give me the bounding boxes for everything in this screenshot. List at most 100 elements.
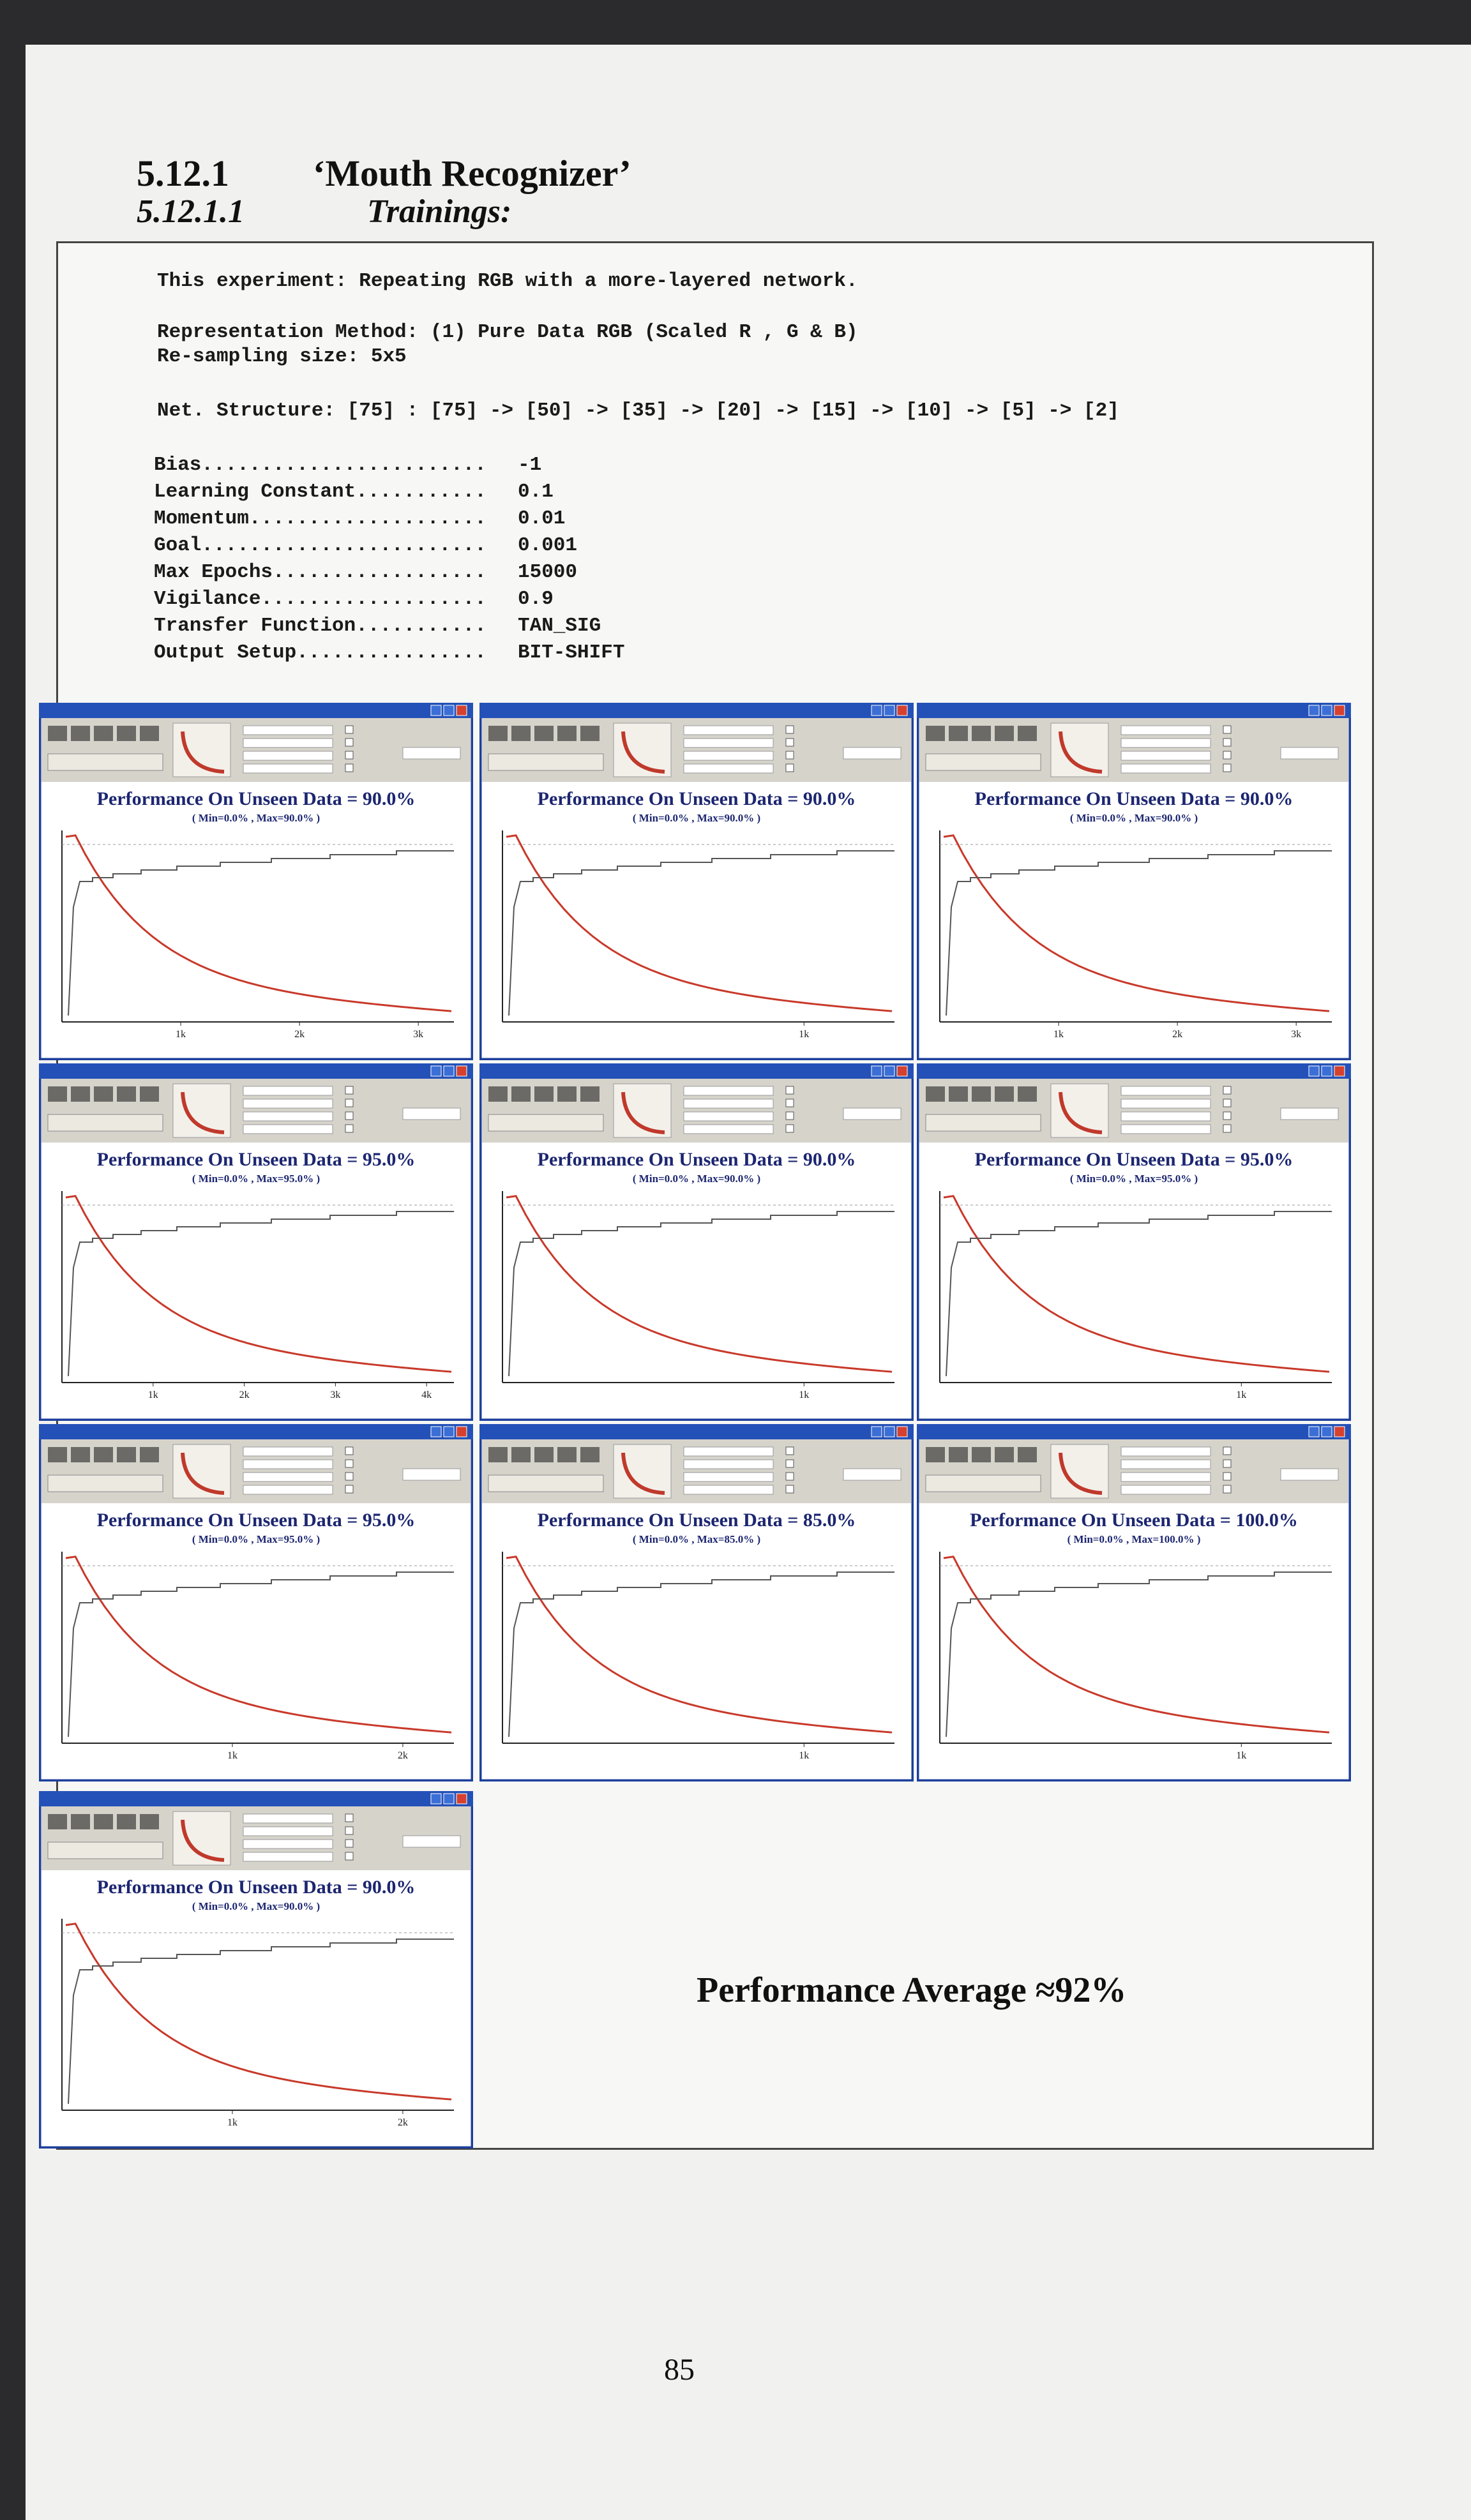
parameter-value: BIT-SHIFT — [518, 641, 625, 664]
title-bar — [917, 1063, 1351, 1079]
toolbar-icon — [71, 726, 90, 741]
plot-range: ( Min=0.0% , Max=95.0% ) — [1070, 1173, 1198, 1185]
window-button — [1321, 1426, 1332, 1437]
logo-curve — [181, 731, 225, 774]
toolbar-icon — [995, 1447, 1014, 1462]
window-button — [1334, 1426, 1345, 1437]
page-number: 85 — [664, 2353, 695, 2387]
toolbar-icon — [511, 1086, 531, 1102]
training-window: Performance On Unseen Data = 95.0% ( Min=… — [39, 1063, 473, 1421]
plot-title: Performance On Unseen Data = 100.0% — [970, 1510, 1298, 1531]
field — [683, 763, 774, 774]
toolbar-icon — [534, 726, 554, 741]
parameter-label: Bias........................ — [154, 454, 487, 476]
toolbar-icon — [926, 1447, 945, 1462]
checkbox — [1223, 751, 1232, 760]
window-button — [1334, 705, 1345, 716]
time-box — [843, 1468, 901, 1481]
toolbar-icon — [972, 1086, 991, 1102]
x-tick-label: 1k — [1236, 1390, 1246, 1400]
checkbox — [345, 1459, 354, 1468]
time-box — [843, 1107, 901, 1120]
toolbar-icon — [48, 1086, 67, 1102]
checkbox — [345, 1826, 354, 1835]
plot-range: ( Min=0.0% , Max=90.0% ) — [1070, 812, 1198, 824]
toolbar-icon — [71, 1086, 90, 1102]
performance-curve — [508, 1571, 894, 1737]
checkbox — [785, 1124, 794, 1133]
checkbox — [785, 1086, 794, 1095]
checkbox — [1223, 1099, 1232, 1107]
time-box — [402, 1835, 461, 1848]
page: 5.12.1 ‘Mouth Recognizer’ 5.12.1.1 Train… — [26, 45, 1471, 2520]
training-window: Performance On Unseen Data = 90.0% ( Min=… — [39, 703, 473, 1060]
field — [1120, 1086, 1211, 1096]
field — [683, 751, 774, 761]
checkbox — [1223, 1459, 1232, 1468]
error-curve — [943, 1195, 1330, 1373]
checkbox — [345, 751, 354, 760]
field — [243, 1485, 333, 1495]
window-button — [1321, 705, 1332, 716]
title-bar — [39, 1063, 473, 1079]
window-button — [871, 1426, 882, 1437]
field — [243, 1472, 333, 1482]
window-button — [1308, 1426, 1320, 1437]
error-curve — [506, 1195, 893, 1373]
x-tick-label: 2k — [398, 2117, 408, 2128]
window-button — [1321, 1065, 1332, 1077]
field — [683, 725, 774, 735]
field — [243, 1124, 333, 1134]
error-curve — [506, 1556, 893, 1734]
x-tick-label: 3k — [1291, 1029, 1301, 1040]
window-button — [443, 705, 455, 716]
content-box: This experiment: Repeating RGB with a mo… — [39, 241, 1374, 2150]
field — [243, 1826, 333, 1836]
x-tick-label: 1k — [1236, 1750, 1246, 1761]
toolbar-icon — [94, 1814, 113, 1829]
window-button — [1334, 1065, 1345, 1077]
logo — [172, 1444, 231, 1499]
parameter-label: Transfer Function........... — [154, 615, 487, 637]
toolbar-icon — [557, 726, 577, 741]
plot-title: Performance On Unseen Data = 90.0% — [97, 1877, 416, 1898]
checkbox — [345, 763, 354, 772]
window-button — [443, 1793, 455, 1804]
logo-curve — [1059, 1091, 1103, 1134]
error-curve — [506, 834, 893, 1012]
toolbar-icon — [140, 1086, 159, 1102]
logo — [1050, 723, 1109, 777]
plot-range: ( Min=0.0% , Max=95.0% ) — [192, 1173, 320, 1185]
logo-curve — [181, 1819, 225, 1862]
parameter-value: 0.1 — [518, 481, 554, 503]
checkbox — [345, 1446, 354, 1455]
x-tick-label: 2k — [398, 1750, 408, 1761]
toolbar-icon — [94, 1447, 113, 1462]
field — [243, 1459, 333, 1469]
parameter-label: Vigilance................... — [154, 588, 487, 610]
logo — [1050, 1083, 1109, 1138]
training-window: Performance On Unseen Data = 90.0% ( Min=… — [917, 703, 1351, 1060]
time-box — [1280, 1468, 1339, 1481]
mode-button — [488, 1474, 604, 1492]
field — [1120, 1124, 1211, 1134]
plot-title: Performance On Unseen Data = 90.0% — [538, 788, 856, 809]
mode-button — [488, 1114, 604, 1132]
toolbar-icon — [580, 1086, 600, 1102]
toolbar-icon — [972, 1447, 991, 1462]
mode-button — [925, 1474, 1041, 1492]
x-tick-label: 1k — [799, 1390, 809, 1400]
checkbox — [785, 1446, 794, 1455]
plot-range: ( Min=0.0% , Max=95.0% ) — [192, 1533, 320, 1545]
title-bar — [39, 1791, 473, 1806]
field — [1120, 1472, 1211, 1482]
field — [683, 1124, 774, 1134]
logo-curve — [621, 731, 665, 774]
checkbox — [345, 1472, 354, 1481]
field — [683, 1459, 774, 1469]
mode-button — [47, 1114, 163, 1132]
checkbox — [1223, 738, 1232, 747]
plot-range: ( Min=0.0% , Max=85.0% ) — [633, 1533, 760, 1545]
window-button — [430, 1065, 442, 1077]
